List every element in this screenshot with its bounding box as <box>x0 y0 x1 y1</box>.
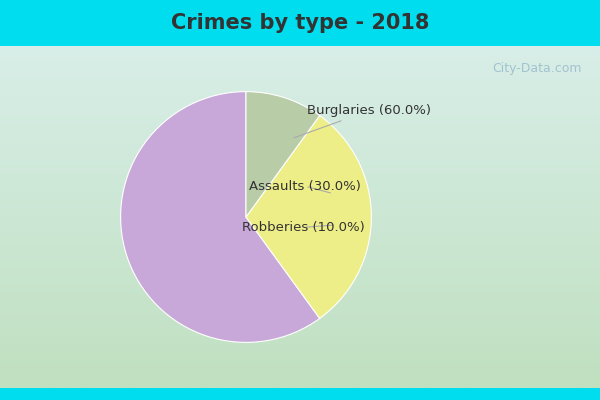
Text: Crimes by type - 2018: Crimes by type - 2018 <box>171 13 429 33</box>
Text: Burglaries (60.0%): Burglaries (60.0%) <box>294 104 431 138</box>
Text: City-Data.com: City-Data.com <box>493 62 582 75</box>
Text: Robberies (10.0%): Robberies (10.0%) <box>242 221 365 234</box>
Text: Assaults (30.0%): Assaults (30.0%) <box>249 180 361 193</box>
Wedge shape <box>121 92 320 342</box>
Wedge shape <box>246 116 371 318</box>
Wedge shape <box>246 92 320 217</box>
